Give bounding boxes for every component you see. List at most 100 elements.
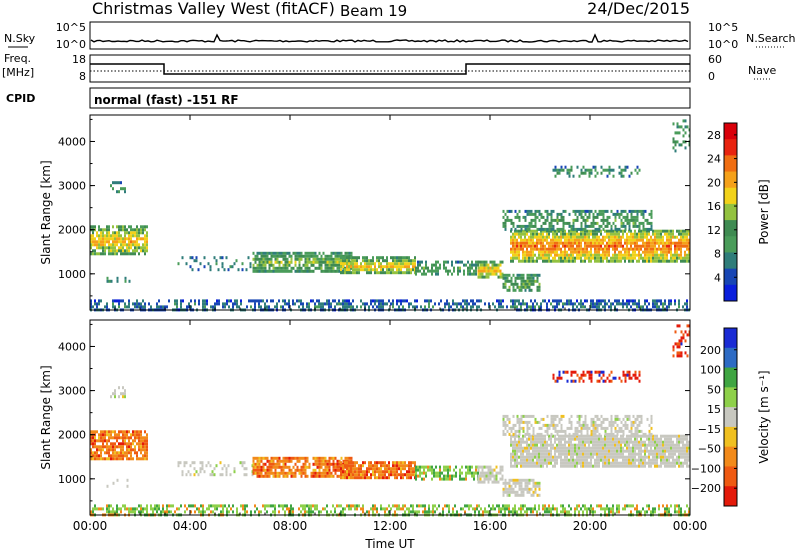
echo-cell	[554, 450, 556, 453]
echo-cell	[126, 445, 128, 448]
echo-cell	[525, 283, 527, 286]
echo-cell	[560, 251, 562, 254]
echo-cell	[374, 476, 376, 479]
echo-cell	[612, 254, 614, 257]
echo-cell	[122, 237, 124, 240]
echo-cell	[572, 245, 574, 248]
echo-cell	[593, 219, 595, 222]
echo-cell	[441, 478, 443, 481]
echo-cell	[437, 273, 439, 276]
echo-cell	[144, 240, 146, 243]
echo-cell	[253, 469, 255, 472]
echo-cell	[559, 169, 561, 172]
echo-cell	[319, 457, 321, 460]
echo-cell	[408, 470, 410, 473]
echo-cell	[96, 305, 98, 308]
echo-cell	[573, 222, 575, 225]
echo-cell	[124, 395, 126, 398]
echo-cell	[500, 472, 502, 475]
echo-cell	[624, 450, 626, 453]
echo-cell	[535, 485, 537, 488]
echo-cell	[566, 459, 568, 462]
echo-cell	[505, 485, 507, 488]
echo-cell	[574, 444, 576, 447]
echo-cell	[295, 255, 297, 258]
colorbar-segment	[724, 220, 737, 237]
echo-cell	[550, 450, 552, 453]
echo-cell	[516, 456, 518, 459]
echo-cell	[567, 222, 569, 225]
echo-cell	[522, 239, 524, 242]
echo-cell	[279, 255, 281, 258]
echo-cell	[398, 305, 400, 308]
echo-cell	[136, 433, 138, 436]
echo-cell	[354, 467, 356, 470]
echo-cell	[532, 462, 534, 465]
echo-cell	[596, 299, 598, 302]
echo-cell	[668, 450, 670, 453]
echo-cell	[202, 305, 204, 308]
echo-cell	[307, 255, 309, 258]
echo-cell	[140, 448, 142, 451]
echo-cell	[329, 261, 331, 264]
echo-cell	[526, 239, 528, 242]
echo-cell	[500, 466, 502, 469]
echo-cell	[458, 302, 460, 305]
echo-cell	[560, 236, 562, 239]
echo-cell	[624, 441, 626, 444]
echo-cell	[354, 476, 356, 479]
echo-cell	[354, 256, 356, 259]
echo-cell	[590, 239, 592, 242]
echo-cell	[289, 255, 291, 258]
echo-cell	[518, 438, 520, 441]
echo-cell	[190, 256, 192, 259]
echo-cell	[666, 239, 668, 242]
echo-cell	[563, 169, 565, 172]
echo-cell	[635, 219, 637, 222]
echo-cell	[682, 441, 684, 444]
echo-cell	[275, 267, 277, 270]
echo-cell	[130, 231, 132, 234]
echo-cell	[305, 270, 307, 273]
echo-cell	[660, 239, 662, 242]
echo-cell	[606, 444, 608, 447]
echo-cell	[616, 444, 618, 447]
echo-cell	[342, 476, 344, 479]
echo-cell	[106, 225, 108, 228]
echo-cell	[402, 305, 404, 308]
echo-cell	[204, 299, 206, 302]
echo-cell	[331, 270, 333, 273]
echo-cell	[609, 169, 611, 172]
echo-cell	[584, 459, 586, 462]
echo-cell	[662, 254, 664, 257]
echo-cell	[652, 248, 654, 251]
echo-cell	[194, 302, 196, 305]
echo-cell	[666, 233, 668, 236]
echo-cell	[542, 459, 544, 462]
echo-cell	[512, 239, 514, 242]
echo-cell	[541, 433, 543, 436]
echo-cell	[319, 466, 321, 469]
echo-cell	[498, 267, 500, 270]
echo-cell	[595, 216, 597, 219]
echo-cell	[472, 299, 474, 302]
echo-cell	[654, 254, 656, 257]
echo-cell	[524, 239, 526, 242]
echo-cell	[257, 457, 259, 460]
echo-cell	[222, 473, 224, 476]
echo-cell	[598, 444, 600, 447]
echo-cell	[666, 257, 668, 260]
echo-cell	[573, 175, 575, 178]
echo-cell	[410, 473, 412, 476]
echo-cell	[674, 435, 676, 438]
echo-cell	[533, 277, 535, 280]
echo-cell	[335, 255, 337, 258]
nsearch-label: N.Search	[746, 32, 796, 45]
echo-cell	[643, 216, 645, 219]
echo-cell	[519, 219, 521, 222]
echo-cell	[378, 461, 380, 464]
echo-cell	[571, 225, 573, 228]
echo-cell	[376, 256, 378, 259]
echo-cell	[319, 264, 321, 267]
echo-cell	[581, 222, 583, 225]
